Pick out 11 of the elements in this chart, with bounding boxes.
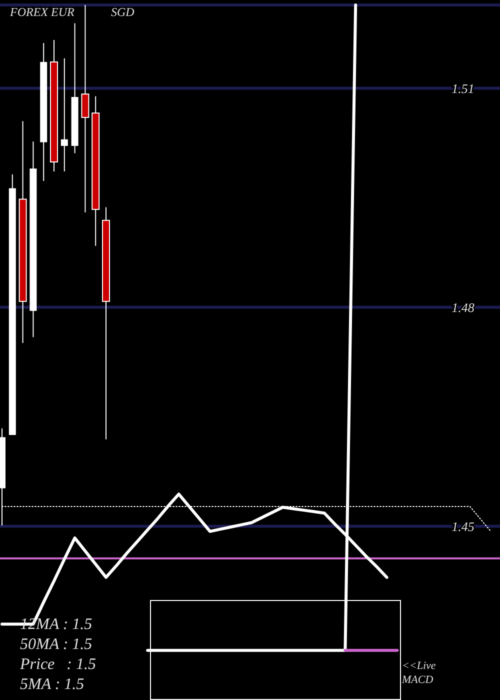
annotation: <<Live MACD: [401, 660, 436, 686]
y-tick-label: 1.45: [452, 518, 475, 534]
annotation: 5MA : 1.5: [20, 676, 84, 693]
y-tick-label: 1.48: [452, 300, 475, 315]
y-tick-label: 1.51: [452, 80, 474, 96]
candlestick: [81, 4, 90, 213]
chart-title: FOREX EUR SGD: [10, 5, 134, 19]
candlestick: [60, 58, 68, 172]
annotation: 50MA : 1.5: [20, 636, 92, 653]
annotation: Price : 1.5: [19, 656, 96, 673]
annotation: 12MA : 1.5: [20, 616, 92, 633]
